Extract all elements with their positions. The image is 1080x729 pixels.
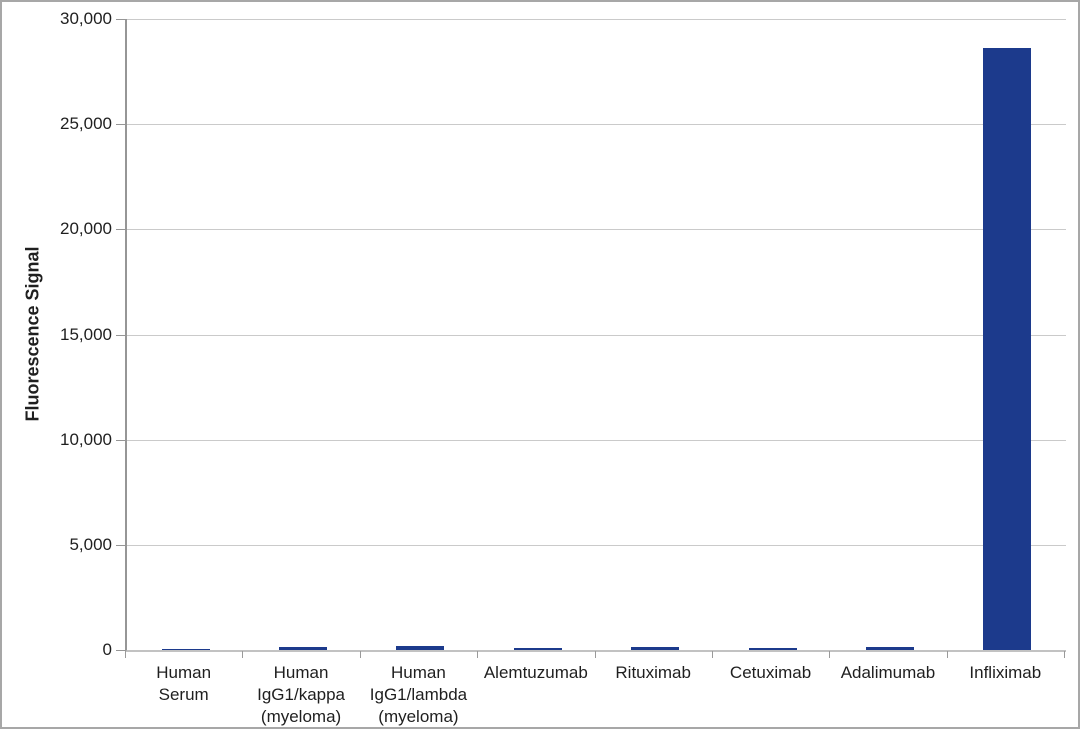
x-axis-tick (711, 651, 713, 658)
x-axis-tick (359, 651, 361, 658)
bar-human (396, 645, 445, 650)
x-category-label: Infliximab (969, 663, 1042, 682)
x-category-label: Human Serum (156, 663, 212, 704)
x-category-label: Rituximab (615, 663, 691, 682)
gridline (127, 19, 1066, 20)
y-axis-tick (116, 650, 125, 651)
x-axis-tick (125, 651, 126, 658)
y-tick-label: 30,000 (60, 9, 112, 28)
x-axis-tick (594, 651, 596, 658)
x-category-label: Human IgG1/lambda (myeloma) (369, 663, 468, 726)
y-axis-tick (116, 439, 125, 441)
y-tick-label: 20,000 (60, 219, 112, 239)
gridline (127, 229, 1066, 231)
bar-human (161, 648, 210, 650)
x-category-label: Cetuximab (729, 663, 812, 682)
x-category-label: Human IgG1/kappa (myeloma) (257, 663, 346, 726)
y-tick-label: 15,000 (60, 324, 112, 344)
x-axis-tick (946, 651, 948, 658)
y-tick-label: 0 (102, 640, 112, 659)
plot-area (125, 19, 1066, 652)
bar-human (279, 647, 328, 650)
bar-cetuximab (748, 647, 797, 650)
y-axis-tick (116, 334, 125, 336)
bar-alemtuzumab (513, 647, 562, 650)
y-axis-tick (116, 544, 125, 546)
y-axis-tick (116, 19, 125, 20)
y-axis-tick (116, 229, 125, 231)
x-category-label: Alemtuzumab (483, 663, 588, 682)
x-axis-tick (477, 651, 479, 658)
y-tick-label: 5,000 (69, 534, 112, 554)
gridline (127, 124, 1066, 126)
bar-infliximab (983, 48, 1032, 650)
y-tick-label: 10,000 (60, 429, 112, 449)
x-axis-tick (1064, 651, 1065, 658)
bar-adalimumab (865, 647, 914, 650)
gridline (127, 544, 1066, 546)
gridline (127, 334, 1066, 336)
y-tick-label: 25,000 (60, 114, 112, 134)
gridline (127, 439, 1066, 441)
y-axis-tick (116, 124, 125, 126)
x-axis-tick (242, 651, 244, 658)
x-axis-tick (829, 651, 831, 658)
bar-rituximab (631, 647, 680, 650)
x-category-label: Adalimumab (840, 663, 936, 682)
